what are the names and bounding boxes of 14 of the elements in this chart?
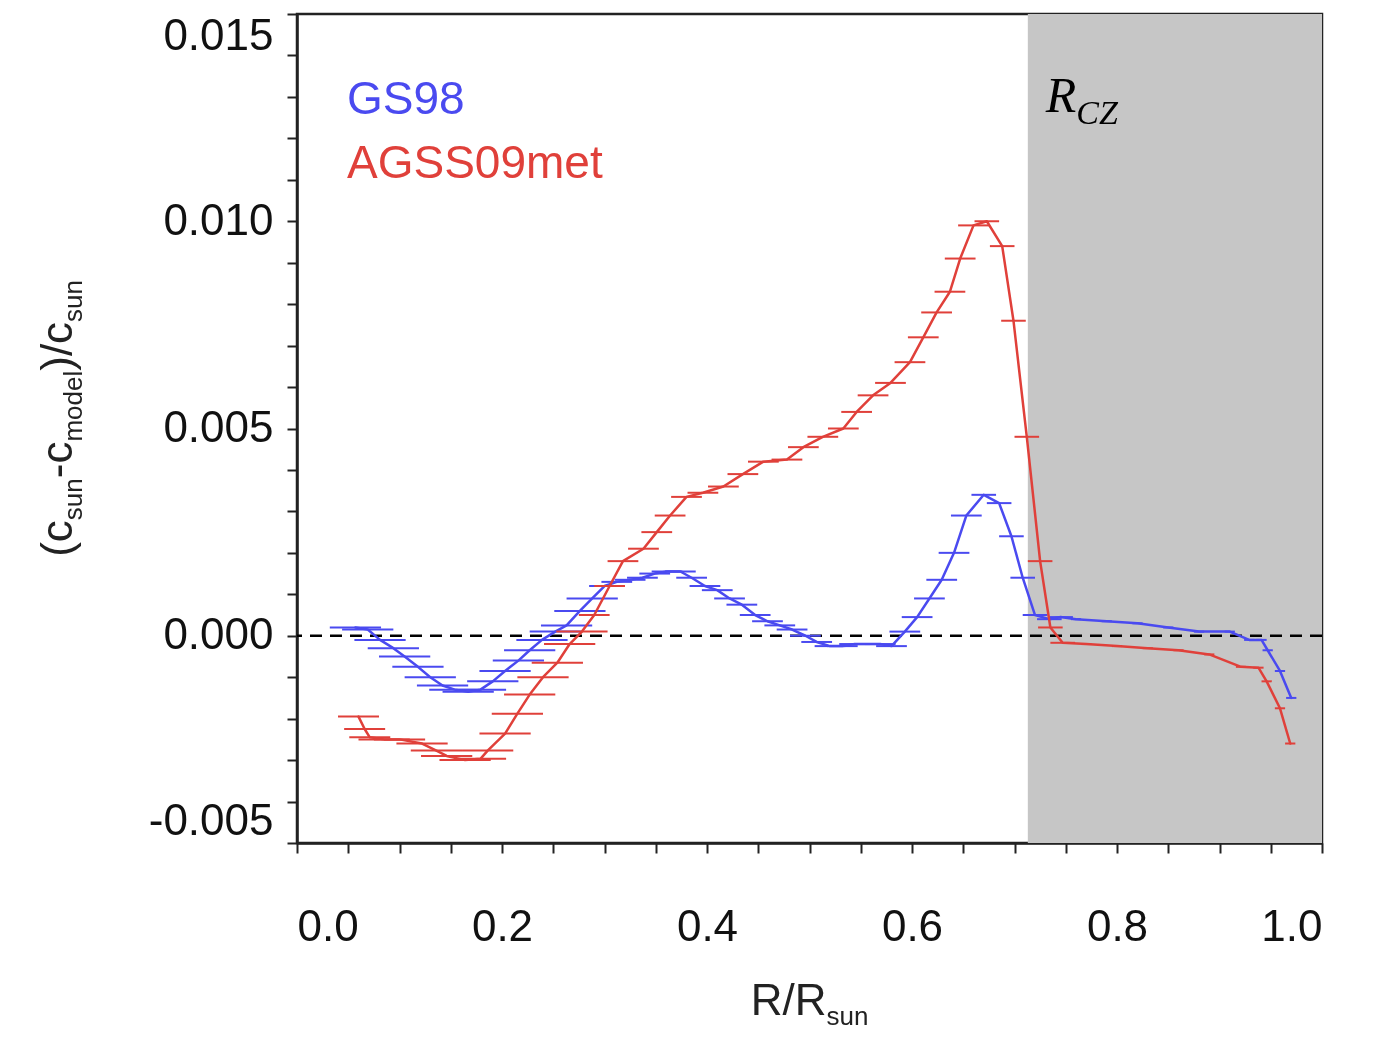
x-tick-label: 0.4: [676, 900, 739, 950]
x-axis-title: R/R$_{sun}$: [749, 975, 870, 1032]
y-tick-label: -0.005: [148, 794, 274, 844]
x-tick-label: 0.6: [881, 900, 944, 950]
x-tick-label: 1.0: [1261, 900, 1323, 950]
y-tick-label: 0.010: [163, 194, 274, 244]
x-tick-label: 0.0: [297, 900, 359, 950]
y-tick-label: 0.000: [163, 609, 274, 659]
text: AGSS09met: [347, 136, 603, 188]
y-tick-label: 0.015: [163, 9, 274, 59]
x-tick-label: 0.8: [1086, 900, 1149, 950]
x-tick-label: 0.2: [471, 900, 534, 950]
text: GS98: [347, 72, 465, 124]
y-tick-label: 0.005: [163, 402, 274, 451]
